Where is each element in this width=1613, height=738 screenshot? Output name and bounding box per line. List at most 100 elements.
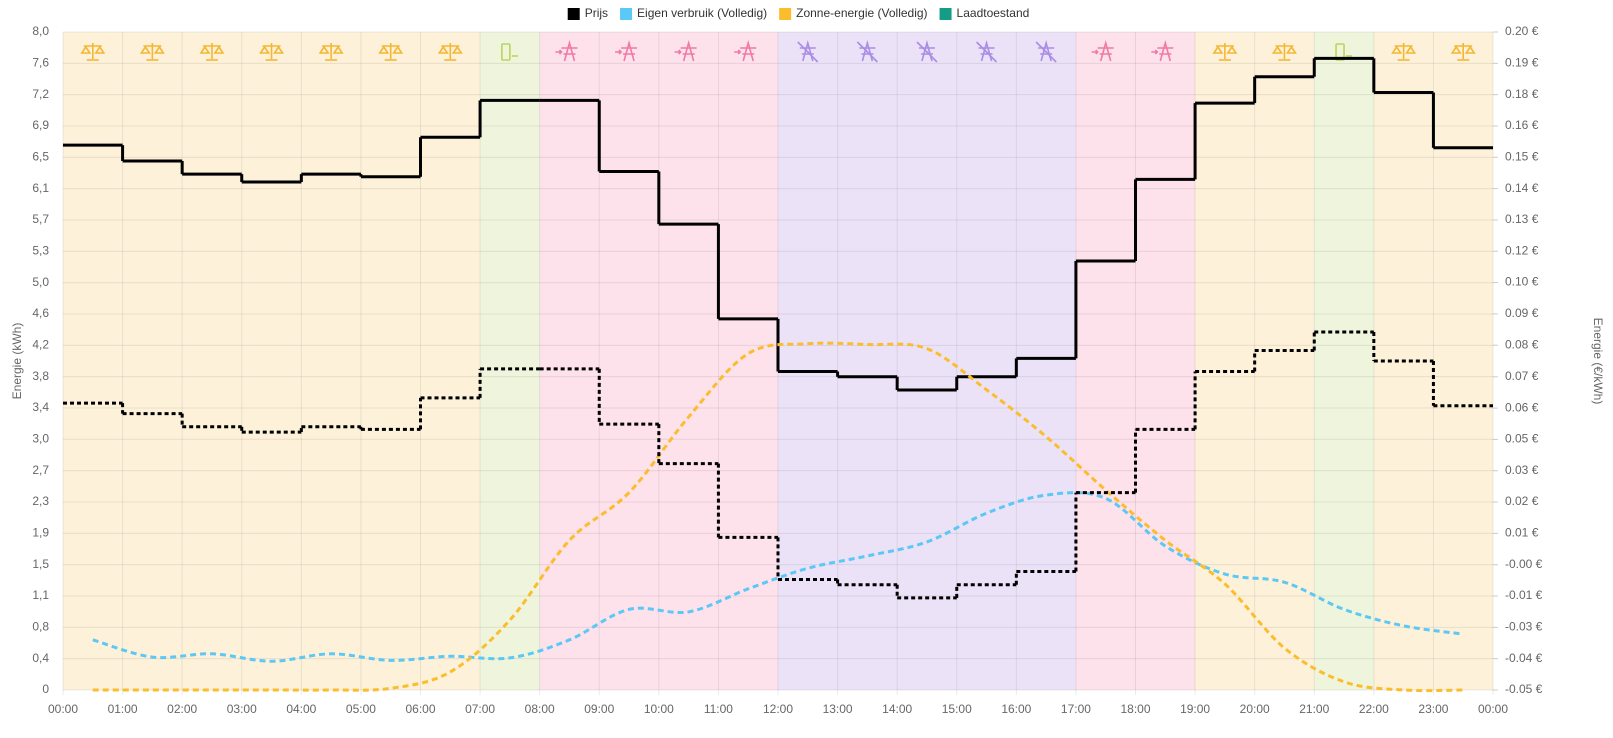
- y-axis-label: Energie (kWh): [10, 323, 24, 400]
- icon-part: [199, 45, 225, 54]
- x-tick-label: 21:00: [1299, 702, 1329, 716]
- icon-part: [680, 40, 697, 62]
- icon-part: [615, 49, 623, 55]
- y-tick-label: 3,0: [32, 431, 49, 445]
- y-tick-label: 5,0: [32, 275, 49, 289]
- x-tick-label: 20:00: [1240, 702, 1270, 716]
- y2-tick-label: 0.01 €: [1505, 526, 1539, 540]
- mode-band: [658, 32, 719, 690]
- legend-text: Laadtoestand: [957, 6, 1030, 20]
- legend: Prijs Eigen verbruik (Volledig) Zonne-ener…: [567, 6, 1030, 20]
- y2-tick-label: 0.12 €: [1505, 243, 1539, 257]
- icon-part: [80, 45, 106, 54]
- legend-swatch: [567, 8, 580, 20]
- y2-tick-label: 0.20 €: [1505, 24, 1539, 38]
- mode-icon: [318, 43, 344, 61]
- mode-icon: [1151, 40, 1174, 62]
- y2-tick-label: -0.01 €: [1505, 588, 1543, 602]
- y2-tick-label: 0.15 €: [1505, 149, 1539, 163]
- y-tick-label: 3,8: [32, 369, 49, 383]
- mode-band: [241, 32, 302, 690]
- x-tick-label: 11:00: [704, 702, 733, 716]
- y-tick-label: 6,9: [32, 118, 49, 132]
- mode-icon: [615, 40, 638, 62]
- icon-part: [1097, 40, 1114, 62]
- mode-icon: [1212, 43, 1238, 61]
- y-tick-label: 2,7: [32, 463, 49, 477]
- mode-band: [182, 32, 242, 690]
- icon-part: [740, 40, 757, 62]
- x-tick-label: 10:00: [644, 702, 674, 716]
- icon-part: [1335, 43, 1345, 61]
- y-tick-label: 4,6: [32, 306, 49, 320]
- mode-icon: [501, 43, 518, 61]
- y2-tick-label: -0.05 €: [1505, 682, 1543, 696]
- x-tick-label: 00:00: [1478, 702, 1508, 716]
- y2-tick-label: 0.08 €: [1505, 337, 1539, 351]
- mode-band: [837, 32, 898, 690]
- mode-icon: [199, 43, 225, 61]
- legend-swatch: [939, 8, 952, 20]
- y-tick-label: 1,1: [32, 588, 49, 602]
- mode-icon: [1035, 40, 1057, 63]
- y2-tick-label: 0.18 €: [1505, 87, 1539, 101]
- y-tick-label: 3,4: [32, 400, 49, 414]
- mode-icon: [734, 40, 757, 62]
- y-tick-label: 5,7: [32, 212, 49, 226]
- icon-part: [318, 45, 344, 54]
- mode-icon: [1335, 43, 1353, 61]
- legend-swatch: [620, 8, 633, 20]
- mode-icon: [674, 40, 697, 62]
- x-tick-label: 02:00: [167, 702, 197, 716]
- icon-part: [734, 49, 742, 55]
- y2-tick-label: -0.00 €: [1505, 557, 1543, 571]
- x-tick-label: 09:00: [584, 702, 614, 716]
- mode-band: [301, 32, 361, 690]
- mode-icon: [1091, 40, 1114, 62]
- y2-tick-label: 0.07 €: [1505, 369, 1539, 383]
- y2-tick-label: 0.05 €: [1505, 432, 1539, 446]
- icon-part: [621, 40, 638, 62]
- y2-tick-label: -0.03 €: [1505, 620, 1543, 634]
- mode-icon: [139, 43, 165, 61]
- x-tick-label: 16:00: [1001, 702, 1031, 716]
- y-tick-label: 5,3: [32, 244, 49, 258]
- x-tick-label: 01:00: [108, 702, 138, 716]
- x-tick-label: 00:00: [48, 702, 78, 716]
- y-tick-label: 7,6: [32, 56, 49, 70]
- y2-tick-label: 0.06 €: [1505, 400, 1539, 414]
- energy-line: [92, 491, 1464, 663]
- mode-band: [360, 32, 421, 690]
- mode-icon: [916, 40, 938, 63]
- y-tick-label: 4,2: [32, 338, 49, 352]
- x-tick-label: 06:00: [405, 702, 435, 716]
- mode-icon: [555, 40, 578, 62]
- mode-band: [1135, 32, 1196, 690]
- x-tick-label: 05:00: [346, 702, 376, 716]
- legend-text: Zonne-energie (Volledig): [796, 6, 927, 20]
- icon-part: [856, 41, 878, 63]
- mode-band: [1016, 32, 1076, 690]
- icon-part: [916, 41, 938, 63]
- y2-tick-label: 0.19 €: [1505, 55, 1539, 69]
- icon-part: [674, 49, 682, 55]
- y2-tick-label: 0.09 €: [1505, 306, 1539, 320]
- y2-tick-label: 0.13 €: [1505, 212, 1539, 226]
- y2-tick-label: -0.04 €: [1505, 651, 1543, 665]
- mode-band: [956, 32, 1017, 690]
- icon-part: [1271, 45, 1297, 54]
- mode-icon: [1450, 43, 1476, 61]
- icon-part: [1391, 45, 1417, 54]
- icon-part: [1091, 49, 1099, 55]
- y2-axis-label: Energie (€/kWh): [1591, 318, 1605, 405]
- mode-band: [1433, 32, 1493, 690]
- mode-band: [718, 32, 778, 690]
- mode-band: [1314, 32, 1374, 690]
- icon-part: [378, 45, 404, 54]
- legend-swatch: [779, 8, 792, 20]
- y2-tick-label: 0.10 €: [1505, 275, 1539, 289]
- icon-part: [139, 45, 165, 54]
- mode-icon: [259, 43, 285, 61]
- icon-part: [975, 41, 998, 63]
